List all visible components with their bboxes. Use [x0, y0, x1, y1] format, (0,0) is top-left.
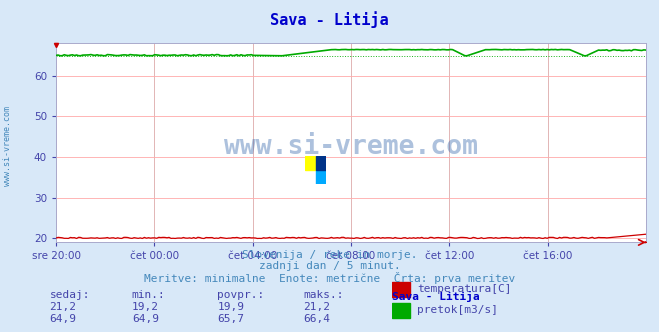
Text: Meritve: minimalne  Enote: metrične  Črta: prva meritev: Meritve: minimalne Enote: metrične Črta:…: [144, 272, 515, 284]
Text: 66,4: 66,4: [303, 314, 330, 324]
Text: zadnji dan / 5 minut.: zadnji dan / 5 minut.: [258, 261, 401, 271]
Text: www.si-vreme.com: www.si-vreme.com: [3, 106, 13, 186]
Text: 65,7: 65,7: [217, 314, 244, 324]
Text: 64,9: 64,9: [49, 314, 76, 324]
Bar: [305, 156, 316, 170]
Text: povpr.:: povpr.:: [217, 290, 265, 300]
Bar: [392, 282, 410, 297]
Text: min.:: min.:: [132, 290, 165, 300]
Text: pretok[m3/s]: pretok[m3/s]: [417, 305, 498, 315]
Text: Slovenija / reke in morje.: Slovenija / reke in morje.: [242, 250, 417, 260]
Bar: [316, 156, 326, 170]
Text: 21,2: 21,2: [49, 302, 76, 312]
Text: Sava - Litija: Sava - Litija: [270, 12, 389, 29]
Text: 64,9: 64,9: [132, 314, 159, 324]
Text: temperatura[C]: temperatura[C]: [417, 284, 511, 294]
Text: sedaj:: sedaj:: [49, 290, 90, 300]
Text: Sava - Litija: Sava - Litija: [392, 290, 480, 301]
Text: 19,9: 19,9: [217, 302, 244, 312]
Text: www.si-vreme.com: www.si-vreme.com: [224, 134, 478, 160]
Text: maks.:: maks.:: [303, 290, 343, 300]
Text: 21,2: 21,2: [303, 302, 330, 312]
Bar: [392, 303, 410, 318]
Bar: [316, 170, 326, 184]
Text: 19,2: 19,2: [132, 302, 159, 312]
